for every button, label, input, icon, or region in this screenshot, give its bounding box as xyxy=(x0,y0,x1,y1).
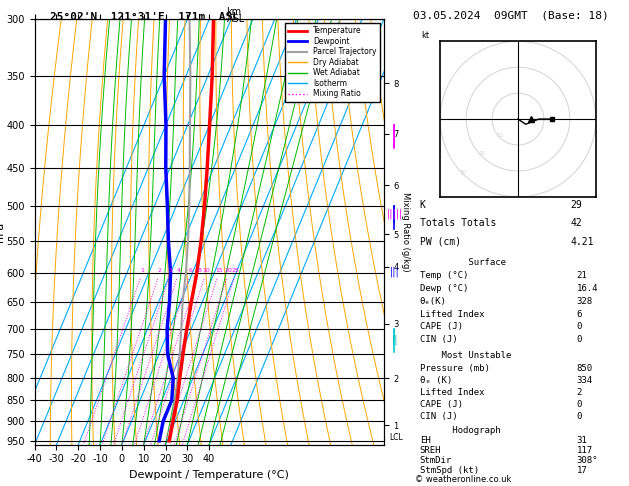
Text: 42: 42 xyxy=(571,218,582,228)
Text: CAPE (J): CAPE (J) xyxy=(420,322,463,331)
X-axis label: Dewpoint / Temperature (°C): Dewpoint / Temperature (°C) xyxy=(129,470,289,480)
Text: Lifted Index: Lifted Index xyxy=(420,310,484,319)
Text: 6: 6 xyxy=(577,310,582,319)
Text: 17: 17 xyxy=(577,466,587,475)
Text: |||: ||| xyxy=(390,267,400,278)
Text: StmDir: StmDir xyxy=(420,456,452,465)
Text: 2: 2 xyxy=(577,388,582,397)
Text: 20: 20 xyxy=(478,151,485,156)
Text: 4.21: 4.21 xyxy=(571,237,594,246)
Text: θₑ(K): θₑ(K) xyxy=(420,297,447,306)
Text: 15: 15 xyxy=(215,268,223,273)
Text: 328: 328 xyxy=(577,297,593,306)
Text: 0: 0 xyxy=(577,335,582,344)
Text: 0: 0 xyxy=(577,412,582,421)
Text: 0: 0 xyxy=(577,322,582,331)
Text: 31: 31 xyxy=(577,436,587,445)
Text: 25: 25 xyxy=(232,268,240,273)
Text: Temp (°C): Temp (°C) xyxy=(420,271,468,280)
Text: K: K xyxy=(420,200,426,209)
Text: |||||: ||||| xyxy=(387,208,403,219)
Text: PW (cm): PW (cm) xyxy=(420,237,461,246)
Text: 308°: 308° xyxy=(577,456,598,465)
Text: 03.05.2024  09GMT  (Base: 18): 03.05.2024 09GMT (Base: 18) xyxy=(413,11,608,21)
Text: 6: 6 xyxy=(189,268,192,273)
Text: 2: 2 xyxy=(158,268,162,273)
Text: 10: 10 xyxy=(202,268,210,273)
Text: EH: EH xyxy=(420,436,431,445)
Text: 0: 0 xyxy=(577,400,582,409)
Text: 850: 850 xyxy=(577,364,593,373)
Text: LCL: LCL xyxy=(389,434,403,442)
Text: © weatheronline.co.uk: © weatheronline.co.uk xyxy=(415,474,511,484)
Text: Surface: Surface xyxy=(420,259,506,267)
Text: 10: 10 xyxy=(496,133,503,138)
Text: ASL: ASL xyxy=(226,14,245,24)
Text: 29: 29 xyxy=(571,200,582,209)
Text: 3: 3 xyxy=(169,268,173,273)
Text: 20: 20 xyxy=(225,268,232,273)
Text: Lifted Index: Lifted Index xyxy=(420,388,484,397)
Text: CIN (J): CIN (J) xyxy=(420,412,457,421)
Text: Hodograph: Hodograph xyxy=(420,426,501,434)
Legend: Temperature, Dewpoint, Parcel Trajectory, Dry Adiabat, Wet Adiabat, Isotherm, Mi: Temperature, Dewpoint, Parcel Trajectory… xyxy=(285,23,380,102)
Text: 117: 117 xyxy=(577,446,593,455)
Text: 30: 30 xyxy=(460,170,467,174)
Text: 25°02'N  121°31'E  171m  ASL: 25°02'N 121°31'E 171m ASL xyxy=(50,12,239,22)
Text: 8: 8 xyxy=(197,268,201,273)
Text: θₑ (K): θₑ (K) xyxy=(420,376,452,385)
Text: 334: 334 xyxy=(577,376,593,385)
Text: 4: 4 xyxy=(177,268,181,273)
Text: ||: || xyxy=(392,335,398,346)
Text: 16.4: 16.4 xyxy=(577,284,598,293)
Text: SREH: SREH xyxy=(420,446,442,455)
Text: kt: kt xyxy=(421,31,430,40)
Text: CAPE (J): CAPE (J) xyxy=(420,400,463,409)
Text: Dewp (°C): Dewp (°C) xyxy=(420,284,468,293)
Text: CIN (J): CIN (J) xyxy=(420,335,457,344)
Y-axis label: hPa: hPa xyxy=(0,222,5,242)
Text: Totals Totals: Totals Totals xyxy=(420,218,496,228)
Text: Most Unstable: Most Unstable xyxy=(420,351,511,361)
Text: Pressure (mb): Pressure (mb) xyxy=(420,364,490,373)
Text: km: km xyxy=(226,7,242,17)
Text: StmSpd (kt): StmSpd (kt) xyxy=(420,466,479,475)
Text: 21: 21 xyxy=(577,271,587,280)
Text: 1: 1 xyxy=(140,268,144,273)
Y-axis label: Mixing Ratio (g/kg): Mixing Ratio (g/kg) xyxy=(401,192,410,272)
